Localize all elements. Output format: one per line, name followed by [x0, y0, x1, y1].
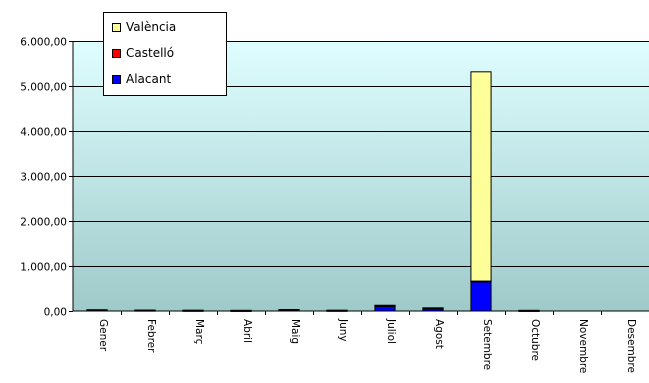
bar-segment — [86, 309, 108, 312]
bar-segment — [278, 309, 300, 311]
legend-label-valencia: València — [126, 20, 177, 34]
bar-segment — [422, 307, 444, 310]
y-axis-ticks: 0,00 1.000,00 2.000,00 3.000,00 4.000,00 5.00… — [20, 37, 73, 319]
legend-item-alacant: Alacant — [112, 71, 171, 87]
x-tick-label: Febrer — [145, 319, 157, 353]
y-tick-label: 0,00 — [44, 307, 67, 319]
x-tick-label: Gener — [97, 319, 109, 352]
legend-item-castello: Castelló — [112, 45, 174, 61]
legend: València Castelló Alacant — [103, 12, 227, 96]
x-tick-label: Abril — [241, 319, 253, 343]
legend-swatch-valencia — [112, 22, 121, 32]
y-tick-label: 2.000,00 — [20, 217, 67, 229]
x-tick-label: Agost — [433, 319, 445, 349]
legend-item-valencia: València — [112, 19, 176, 35]
x-tick-label: Maig — [289, 319, 301, 344]
legend-swatch-alacant — [112, 74, 121, 84]
x-tick-label: Octubre — [529, 319, 541, 361]
x-axis-ticks: Gener Febrer Març Abril Maig Juny Juliol Agost S… — [97, 311, 637, 373]
bar-segment — [470, 71, 492, 282]
bar-segment — [470, 281, 492, 312]
legend-label-alacant: Alacant — [126, 72, 172, 86]
x-tick-label: Desembre — [625, 319, 637, 373]
legend-swatch-castello — [112, 48, 121, 58]
x-tick-label: Març — [193, 319, 205, 345]
y-tick-label: 4.000,00 — [20, 127, 67, 139]
x-tick-label: Juliol — [385, 318, 397, 344]
gridlines — [73, 41, 649, 267]
y-tick-label: 3.000,00 — [20, 172, 67, 184]
bar-segment — [374, 304, 396, 307]
legend-label-castello: Castelló — [126, 46, 175, 60]
x-tick-label: Setembre — [481, 319, 493, 370]
y-tick-label: 5.000,00 — [20, 82, 67, 94]
x-tick-label: Novembre — [577, 319, 589, 373]
x-tick-label: Juny — [337, 318, 349, 342]
y-tick-label: 1.000,00 — [20, 262, 67, 274]
y-tick-label: 6.000,00 — [20, 37, 67, 49]
